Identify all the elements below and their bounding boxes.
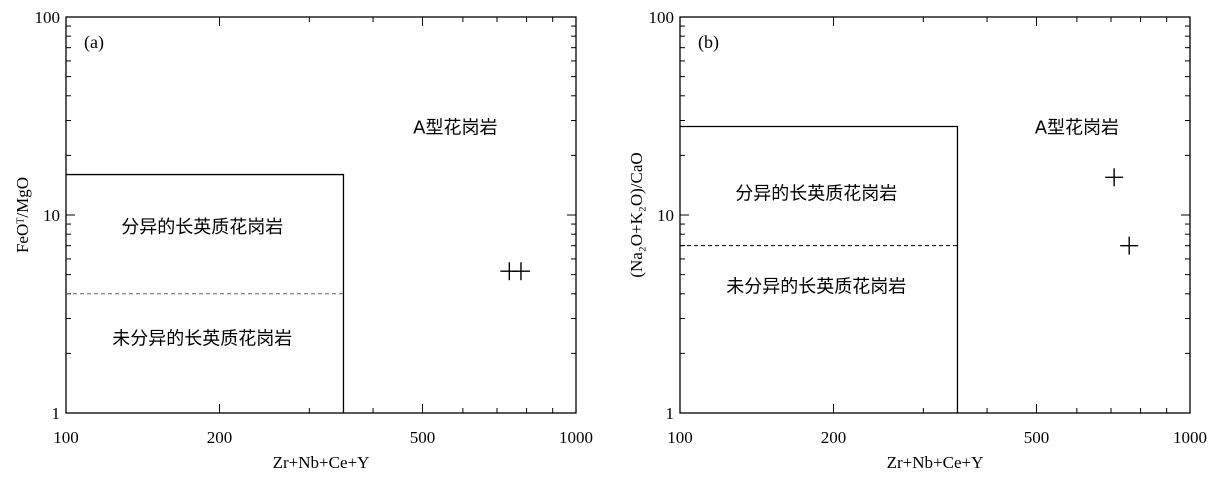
panel-0-x-tick-label: 1000	[559, 428, 593, 447]
panel-0-y-tick-label: 100	[35, 8, 61, 27]
panel-0-x-axis-label: Zr+Nb+Ce+Y	[273, 453, 370, 472]
panel-1-plot-frame	[679, 16, 1191, 414]
panel-0-panel-label: (a)	[84, 32, 104, 53]
panel-1-x-tick-label: 200	[821, 428, 847, 447]
panel-0-y-axis-label: FeOᵀ/MgO	[13, 177, 32, 253]
panel-b: 100 200 500 1000 1 10 100 Zr+Nb+Ce+Y (Na₂O+K₂O)/…	[627, 8, 1207, 472]
panel-1-panel-label: (b)	[698, 32, 719, 53]
panel-0-y-tick-label: 1	[52, 404, 61, 423]
panel-0-x-tick-label: 200	[207, 428, 233, 447]
panel-0-region-label: 未分异的长英质花岗岩	[112, 329, 292, 350]
panel-0-x-tick-label: 100	[53, 428, 79, 447]
panel-1-x-axis-label: Zr+Nb+Ce+Y	[887, 453, 984, 472]
panel-1-data-point	[1120, 236, 1139, 255]
panel-1-region-label: 分异的长英质花岗岩	[735, 183, 897, 204]
panel-0-data-point	[511, 262, 530, 281]
panel-0-region-label: 分异的长英质花岗岩	[121, 217, 283, 238]
panel-1-region-label: A型花岗岩	[1035, 117, 1119, 138]
panel-0-field-boundary	[66, 173, 345, 413]
panel-1-data-point	[1105, 168, 1124, 187]
panel-1-field-boundary	[680, 125, 959, 413]
panel-a: 100 200 500 1000 1 10 100 Zr+Nb+Ce+Y FeOᵀ/MgO (a)…	[13, 8, 593, 472]
panel-0-region-label: A型花岗岩	[413, 117, 497, 138]
panel-1-y-axis-label: (Na₂O+K₂O)/CaO	[627, 152, 646, 277]
panel-1-region-label: 未分异的长英质花岗岩	[726, 277, 906, 298]
panel-1-x-tick-label: 100	[667, 428, 693, 447]
panel-1-y-tick-label: 10	[657, 206, 674, 225]
panel-1-y-tick-label: 100	[649, 8, 675, 27]
panel-0-y-tick-label: 10	[43, 206, 60, 225]
panel-1-x-tick-label: 500	[1024, 428, 1050, 447]
panel-0-plot-frame	[65, 16, 577, 414]
panel-0-x-tick-label: 500	[410, 428, 436, 447]
panel-1-x-tick-label: 1000	[1173, 428, 1207, 447]
panel-1-y-tick-label: 1	[666, 404, 675, 423]
